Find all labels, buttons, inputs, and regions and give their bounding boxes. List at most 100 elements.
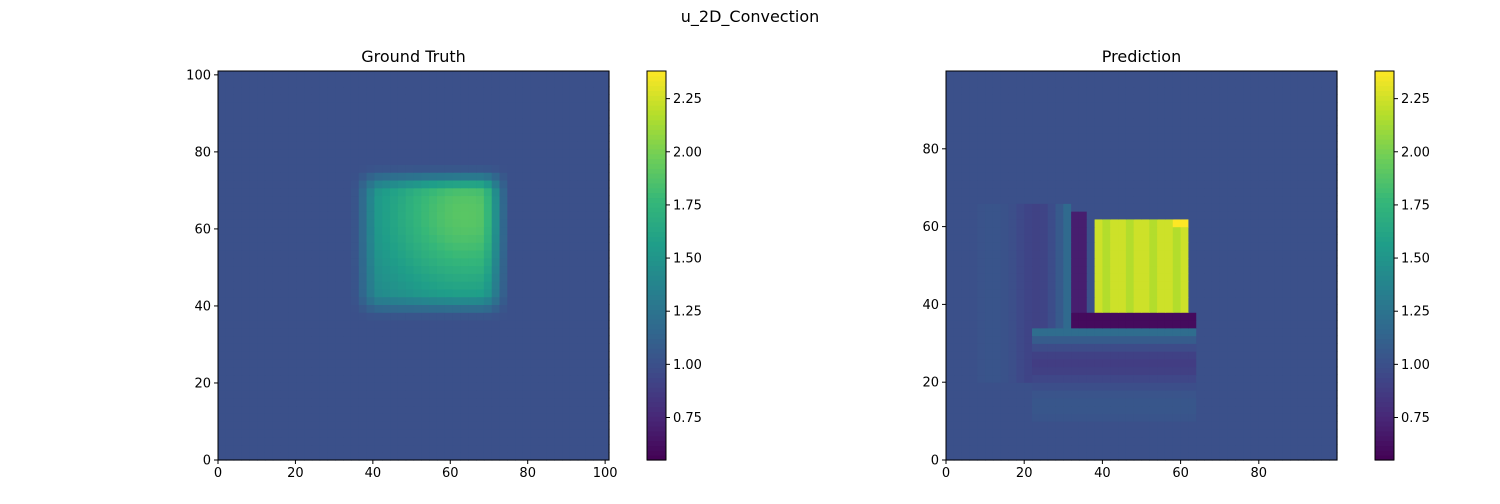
heatmap-cell [586,71,594,79]
heatmap-cell [249,188,257,196]
heatmap-cell [265,79,273,87]
heatmap-cell [507,421,515,429]
heatmap-cell [468,304,476,312]
heatmap-cell [273,374,281,382]
heatmap-cell [1032,87,1040,95]
heatmap-cell [1009,102,1017,110]
heatmap-cell [500,289,508,297]
heatmap-cell [1040,382,1048,390]
heatmap-cell [1298,382,1306,390]
heatmap-cell [249,452,257,460]
heatmap-cell [977,359,985,367]
heatmap-cell [985,87,993,95]
heatmap-cell [492,234,500,242]
colorbar-segment [647,334,666,339]
heatmap-cell [343,125,351,133]
heatmap-cell [1259,164,1267,172]
heatmap-cell [954,452,962,460]
heatmap-cell [421,398,429,406]
heatmap-cell [390,390,398,398]
heatmap-cell [1157,266,1165,274]
heatmap-cell [343,312,351,320]
heatmap-cell [1282,219,1290,227]
heatmap-cell [1188,149,1196,157]
heatmap-cell [593,242,601,250]
heatmap-cell [1126,203,1134,211]
heatmap-cell [374,157,382,165]
heatmap-cell [1071,336,1079,344]
heatmap-cell [1095,242,1103,250]
heatmap-cell [453,437,461,445]
heatmap-cell [1071,328,1079,336]
colorbar-segment [647,382,666,387]
heatmap-cell [531,227,539,235]
heatmap-cell [234,320,242,328]
heatmap-cell [601,281,609,289]
heatmap-cell [1212,157,1220,165]
heatmap-cell [218,444,226,452]
heatmap-cell [523,273,531,281]
heatmap-cell [1016,312,1024,320]
heatmap-cell [1118,406,1126,414]
heatmap-cell [977,118,985,126]
heatmap-cell [531,188,539,196]
heatmap-cell [1055,203,1063,211]
heatmap-cell [327,390,335,398]
heatmap-cell [1321,281,1329,289]
heatmap-cell [406,258,414,266]
heatmap-cell [1149,289,1157,297]
heatmap-cell [515,71,523,79]
heatmap-cell [1165,149,1173,157]
heatmap-cell [985,444,993,452]
heatmap-cell [993,273,1001,281]
heatmap-cell [601,266,609,274]
heatmap-cell [460,157,468,165]
heatmap-cell [421,180,429,188]
heatmap-cell [273,351,281,359]
heatmap-cell [241,297,249,305]
heatmap-cell [257,219,265,227]
heatmap-cell [453,374,461,382]
heatmap-cell [367,328,375,336]
heatmap-cell [234,250,242,258]
heatmap-cell [241,281,249,289]
heatmap-cell [476,250,484,258]
heatmap-cell [351,203,359,211]
heatmap-cell [1095,87,1103,95]
heatmap-cell [1314,164,1322,172]
heatmap-cell [554,343,562,351]
heatmap-cell [1235,304,1243,312]
heatmap-cell [1204,343,1212,351]
heatmap-cell [1251,250,1259,258]
heatmap-cell [1321,195,1329,203]
heatmap-cell [1329,227,1337,235]
heatmap-cell [1188,328,1196,336]
heatmap-cell [539,258,547,266]
heatmap-cell [586,79,594,87]
heatmap-cell [1024,195,1032,203]
heatmap-cell [1063,359,1071,367]
heatmap-cell [1306,437,1314,445]
heatmap-cell [218,79,226,87]
heatmap-cell [1048,336,1056,344]
heatmap-cell [1235,203,1243,211]
heatmap-cell [1188,172,1196,180]
heatmap-cell [476,406,484,414]
heatmap-cell [257,343,265,351]
heatmap-cell [531,312,539,320]
heatmap-cell [1204,382,1212,390]
heatmap-cell [1157,413,1165,421]
heatmap-cell [1204,304,1212,312]
heatmap-cell [586,437,594,445]
heatmap-cell [453,203,461,211]
heatmap-cell [265,452,273,460]
heatmap-cell [226,149,234,157]
heatmap-cell [1274,110,1282,118]
heatmap-cell [1063,452,1071,460]
heatmap-cell [226,250,234,258]
heatmap-cell [1110,398,1118,406]
heatmap-cell [1032,102,1040,110]
heatmap-cell [1228,343,1236,351]
heatmap-cell [359,452,367,460]
